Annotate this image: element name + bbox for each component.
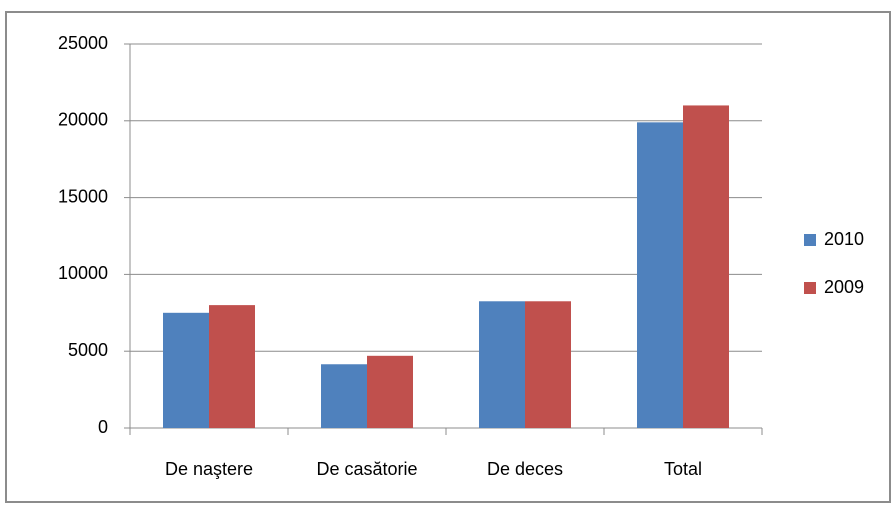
x-tick-label: De naştere xyxy=(165,459,253,479)
y-tick-label: 15000 xyxy=(58,186,108,206)
y-tick-label: 20000 xyxy=(58,110,108,130)
x-tick-label: De casătorie xyxy=(316,459,417,479)
bar xyxy=(321,364,367,428)
bar xyxy=(525,301,571,428)
legend-swatch xyxy=(804,234,816,246)
bar xyxy=(637,122,683,428)
bar xyxy=(367,355,413,428)
legend-swatch xyxy=(804,282,816,294)
bar xyxy=(479,301,525,428)
y-tick-label: 25000 xyxy=(58,33,108,53)
legend-label: 2010 xyxy=(824,229,864,249)
chart-border xyxy=(5,11,891,503)
bar xyxy=(683,105,729,428)
y-tick-label: 0 xyxy=(98,417,108,437)
x-tick-label: Total xyxy=(664,459,702,479)
y-tick-label: 5000 xyxy=(68,340,108,360)
x-tick-label: De deces xyxy=(487,459,563,479)
legend-label: 2009 xyxy=(824,277,864,297)
y-tick-label: 10000 xyxy=(58,263,108,283)
bar xyxy=(163,312,209,428)
bar xyxy=(209,305,255,428)
